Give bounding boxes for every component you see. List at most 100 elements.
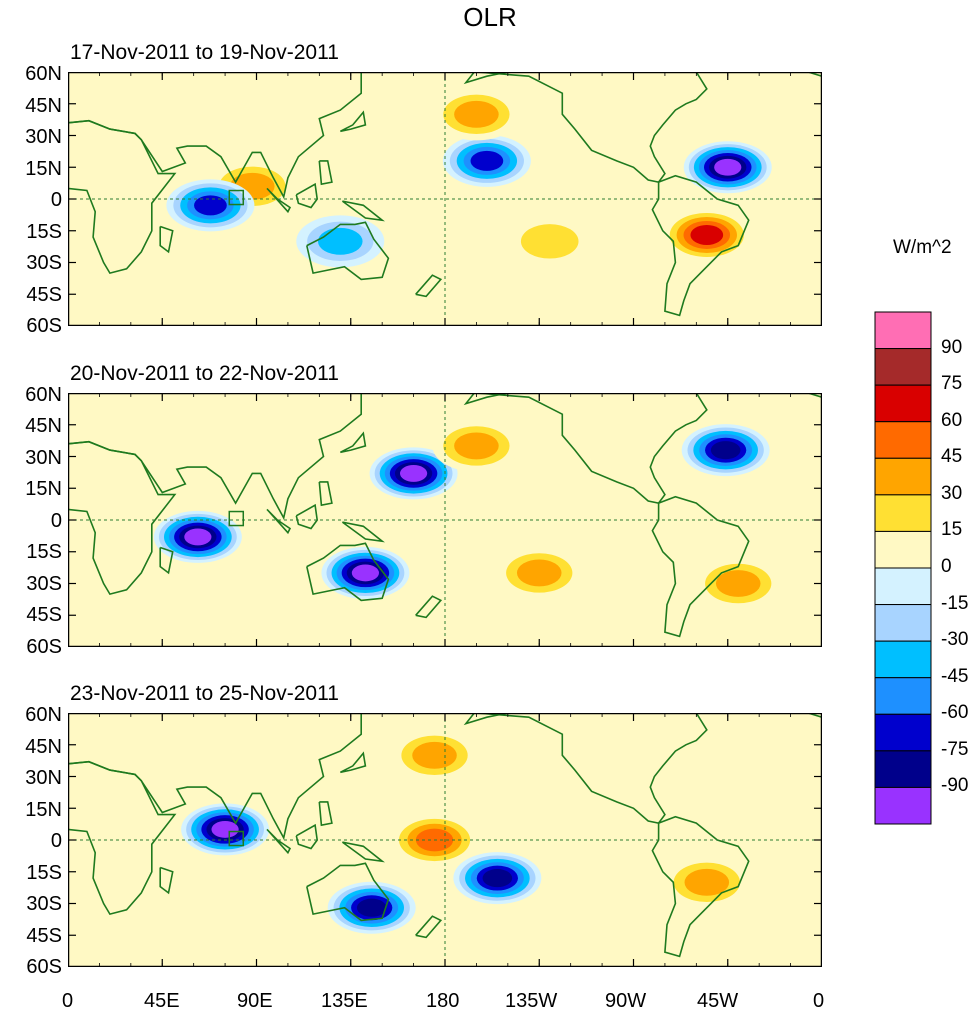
olr-anomaly-contour <box>351 564 380 582</box>
lat-tick-label: 45S <box>26 284 62 306</box>
lat-tick-label: 60N <box>25 704 62 726</box>
coastline <box>318 801 333 827</box>
lon-tick-label: 180 <box>426 990 460 1012</box>
region-box <box>228 510 245 527</box>
lat-tick-label: 15N <box>25 478 62 500</box>
colorbar-label: 0 <box>941 556 952 577</box>
coastline <box>68 72 362 200</box>
lon-tick-label: 0 <box>813 990 825 1012</box>
lat-tick-label: 15S <box>26 221 62 243</box>
lat-tick-label: 0 <box>50 830 62 852</box>
figure-title: OLR <box>463 2 517 32</box>
lat-tick-label: 30N <box>25 767 62 789</box>
lat-tick-label: 15S <box>26 862 62 884</box>
colorbar-swatch <box>874 457 932 496</box>
olr-anomaly-contour <box>714 158 742 176</box>
lat-tick-label: 15N <box>25 799 62 821</box>
lat-tick-label: 30S <box>26 252 62 274</box>
lon-tick-label: 90E <box>237 990 273 1012</box>
lat-tick-label: 30S <box>26 573 62 595</box>
map-panel-3 <box>68 713 822 967</box>
coastline <box>266 187 292 214</box>
colorbar-swatch <box>874 786 932 825</box>
coastline <box>266 508 292 535</box>
colorbar-swatch <box>874 567 932 606</box>
colorbar-swatch <box>874 384 932 423</box>
olr-anomaly-contour <box>399 465 428 482</box>
coastline <box>339 431 367 454</box>
colorbar <box>874 311 932 825</box>
coastline <box>476 713 708 824</box>
olr-anomaly-contour <box>317 227 363 255</box>
coastline <box>159 866 174 895</box>
olr-anomaly-contour <box>710 441 741 460</box>
olr-anomaly-contour <box>684 868 730 896</box>
coastline <box>295 503 319 530</box>
coastline <box>341 841 385 863</box>
lat-tick-label: 45N <box>25 736 62 758</box>
coastline <box>339 751 367 774</box>
lat-tick-label: 60N <box>25 63 62 85</box>
olr-anomaly-contour <box>470 150 504 171</box>
colorbar-swatch <box>874 713 932 752</box>
lat-tick-label: 45S <box>26 604 62 626</box>
lat-tick-label: 60S <box>26 636 62 658</box>
lat-tick-label: 60N <box>25 384 62 406</box>
lat-tick-label: 30S <box>26 893 62 915</box>
coastline <box>306 862 390 922</box>
coastline <box>341 521 385 543</box>
colorbar-label: -90 <box>941 775 969 797</box>
lon-tick-label: 45W <box>697 990 739 1012</box>
colorbar-swatch <box>874 494 932 532</box>
lat-tick-label: 45N <box>25 95 62 117</box>
colorbar-swatch <box>874 530 932 569</box>
map-panel-1 <box>68 72 822 326</box>
panel-2-title: 20-Nov-2011 to 22-Nov-2011 <box>70 362 339 385</box>
lon-tick-label: 45E <box>144 990 180 1012</box>
coastline <box>306 542 390 602</box>
coastline <box>68 393 362 521</box>
lat-tick-label: 15N <box>25 158 62 180</box>
coastline <box>318 160 333 186</box>
coastline <box>159 546 174 575</box>
colorbar-label: 15 <box>941 519 963 541</box>
colorbar-label: 75 <box>941 373 963 395</box>
lon-tick-label: 135E <box>321 990 368 1012</box>
lon-tick-label: 135W <box>505 990 558 1012</box>
olr-anomaly-contour <box>454 100 499 128</box>
coastline <box>805 393 822 398</box>
coastline <box>415 915 443 939</box>
coastline <box>415 274 443 298</box>
colorbar-swatch <box>874 311 932 350</box>
colorbar-label: -45 <box>941 665 969 687</box>
lon-tick-label: 90W <box>605 990 647 1012</box>
coastline <box>476 393 708 504</box>
lat-tick-label: 60S <box>26 315 62 337</box>
colorbar-unit: W/m^2 <box>893 237 952 258</box>
coastline <box>266 828 292 855</box>
coastline <box>805 713 822 718</box>
colorbar-label: -75 <box>941 738 969 760</box>
panel-1-title: 17-Nov-2011 to 19-Nov-2011 <box>70 41 339 64</box>
lon-tick-label: 0 <box>62 990 74 1012</box>
olr-anomaly-contour <box>184 528 212 546</box>
lat-tick-label: 0 <box>50 510 62 532</box>
colorbar-label: -60 <box>941 702 969 724</box>
olr-anomaly-contour <box>690 224 724 245</box>
lat-tick-label: 0 <box>50 189 62 211</box>
coastline <box>651 495 750 638</box>
coastline <box>295 182 319 209</box>
map-panel-2 <box>68 393 822 647</box>
colorbar-label: -15 <box>941 592 969 614</box>
olr-anomaly-contour <box>211 821 239 838</box>
olr-anomaly-contour <box>516 559 562 587</box>
olr-anomaly-contour <box>520 224 579 259</box>
colorbar-swatch <box>874 640 932 679</box>
region-box <box>228 830 245 847</box>
lat-tick-label: 30N <box>25 126 62 148</box>
coastline <box>651 815 750 958</box>
olr-anomaly-contour <box>412 741 457 769</box>
colorbar-label: -30 <box>941 629 969 651</box>
coastline <box>339 110 367 133</box>
lat-tick-label: 45N <box>25 415 62 437</box>
